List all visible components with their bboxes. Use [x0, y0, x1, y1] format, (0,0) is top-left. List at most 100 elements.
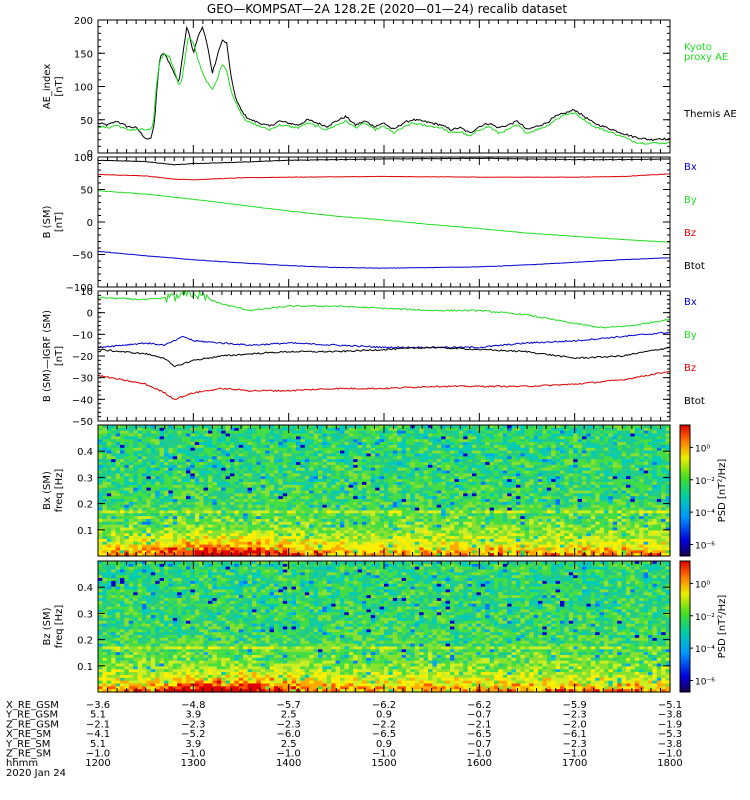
spectrogram-cell — [397, 553, 403, 557]
spectrogram-cell — [282, 425, 288, 429]
spectrogram-cell — [410, 450, 416, 455]
spectrogram-cell — [441, 550, 447, 554]
spectrogram-cell — [296, 504, 301, 509]
spectrogram-cell — [265, 533, 271, 537]
spectrogram-cell — [247, 533, 253, 537]
spectrogram-cell — [212, 550, 218, 554]
spectrogram-cell — [238, 493, 244, 497]
spectrogram-cell — [199, 518, 205, 523]
spectrogram-cell — [340, 444, 345, 449]
spectrogram-cell — [502, 459, 508, 463]
spectrogram-cell — [287, 484, 293, 489]
spectrogram-cell — [476, 521, 482, 526]
spectrogram-cell — [274, 439, 279, 443]
spectrogram-cell — [124, 536, 130, 540]
spectrogram-cell — [256, 484, 262, 489]
spectrogram-cell — [502, 456, 508, 460]
spectrogram-cell — [401, 436, 407, 440]
spectrogram-cell — [287, 510, 293, 514]
spectrogram-cell — [225, 536, 231, 540]
spectrogram-cell — [287, 490, 293, 494]
spectrogram-cell — [124, 496, 130, 500]
spectrogram-cell — [414, 425, 420, 429]
spectrogram-cell — [498, 481, 504, 486]
spectrogram-cell — [379, 510, 385, 514]
spectrogram-cell — [230, 536, 235, 540]
spectrogram-cell — [208, 550, 213, 554]
spectrogram-cell — [102, 544, 108, 549]
spectrogram-cell — [212, 518, 218, 523]
spectrogram-cell — [128, 530, 134, 534]
spectrogram-cell — [458, 496, 464, 500]
spectrogram-cell — [463, 459, 469, 463]
spectrogram-cell — [436, 433, 442, 437]
spectrogram-cell — [172, 447, 178, 452]
spectrogram-cell — [507, 541, 513, 546]
spectrogram-cell — [340, 533, 345, 537]
spectrogram-cell — [243, 479, 249, 483]
spectrogram-cell — [309, 530, 315, 534]
spectrogram-cell — [155, 467, 161, 472]
spectrogram-cell — [313, 490, 319, 494]
spectrogram-cell — [274, 547, 279, 551]
spectrogram-cell — [102, 442, 108, 446]
spectrogram-cell — [428, 436, 433, 440]
spectrogram-cell — [485, 442, 491, 446]
spectrogram-cell — [348, 524, 354, 529]
spectrogram-cell — [344, 536, 350, 540]
spectrogram-cell — [476, 516, 482, 520]
spectrogram-cell — [282, 484, 288, 489]
spectrogram-cell — [348, 550, 354, 554]
spectrogram-cell — [199, 459, 205, 463]
spectrogram-cell — [128, 516, 134, 520]
spectrogram-cell — [366, 467, 372, 472]
spectrogram-cell — [348, 527, 354, 531]
spectrogram-cell — [159, 462, 165, 466]
spectrogram-cell — [445, 470, 451, 475]
spectrogram-cell — [247, 464, 253, 469]
spectrogram-cell — [208, 544, 213, 549]
spectrogram-cell — [265, 490, 271, 494]
spectrogram-cell — [111, 513, 117, 517]
spectrogram-cell — [423, 442, 429, 446]
spectrogram-cell — [287, 518, 293, 523]
spectrogram-cell — [274, 433, 279, 437]
spectrogram-cell — [362, 484, 367, 489]
spectrogram-cell — [194, 527, 200, 531]
spectrogram-cell — [485, 518, 491, 523]
spectrogram-cell — [247, 462, 253, 466]
spectrogram-cell — [436, 479, 442, 483]
spectrogram-cell — [137, 541, 143, 546]
spectrogram-cell — [441, 447, 447, 452]
spectrogram-cell — [340, 547, 345, 551]
spectrogram-cell — [102, 456, 108, 460]
spectrogram-cell — [432, 513, 438, 517]
spectrogram-cell — [309, 470, 315, 475]
spectrogram-cell — [137, 510, 143, 514]
spectrogram-cell — [406, 459, 411, 463]
spectrogram-cell — [511, 481, 517, 486]
spectrogram-cell — [476, 493, 482, 497]
spectrogram-cell — [225, 513, 231, 517]
spectrogram-cell — [436, 510, 442, 514]
spectrogram-cell — [106, 513, 112, 517]
spectrogram-cell — [441, 436, 447, 440]
spectrogram-cell — [186, 516, 191, 520]
spectrogram-cell — [181, 538, 187, 543]
spectrogram-cell — [458, 433, 464, 437]
spectrogram-cell — [454, 464, 460, 469]
spectrogram-cell — [362, 510, 367, 514]
spectrogram-cell — [458, 516, 464, 520]
spectrogram-cell — [111, 442, 117, 446]
spectrogram-cell — [489, 538, 495, 543]
spectrogram-cell — [260, 521, 266, 526]
spectrogram-cell — [357, 470, 363, 475]
spectrogram-cell — [278, 453, 284, 457]
spectrogram-cell — [498, 530, 504, 534]
spectrogram-cell — [203, 439, 209, 443]
spectrogram-cell — [322, 462, 328, 466]
spectrogram-cell — [498, 496, 504, 500]
spectrogram-cell — [106, 442, 112, 446]
spectrogram-cell — [137, 470, 143, 475]
